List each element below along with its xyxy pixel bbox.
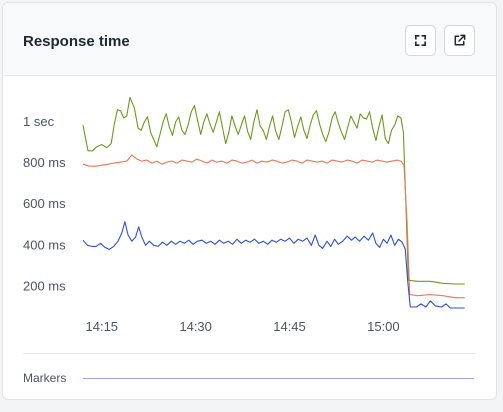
- x-tick-label: 14:15: [86, 319, 119, 334]
- y-tick-label: 200 ms: [23, 278, 66, 293]
- response-time-chart: 200 ms 400 ms 600 ms 800 ms 1 sec 14:15 14:30…: [23, 96, 465, 334]
- x-tick-label: 14:30: [179, 319, 212, 334]
- panel-title: Response time: [23, 33, 130, 50]
- series-lines: [82, 96, 465, 309]
- y-axis: 200 ms 400 ms 600 ms 800 ms 1 sec: [23, 114, 66, 293]
- x-tick-label: 14:45: [273, 319, 306, 334]
- series-line-0: [82, 96, 465, 285]
- series-line-2: [82, 221, 465, 309]
- response-time-panel: Response time 200 ms 400 ms 600 ms 800 ms 1 …: [2, 2, 497, 400]
- markers-divider: [23, 353, 476, 354]
- fullscreen-icon: [414, 34, 427, 47]
- fullscreen-button[interactable]: [405, 25, 436, 56]
- panel-header: Response time: [3, 3, 496, 76]
- external-link-icon: [454, 34, 466, 46]
- x-tick-label: 15:00: [367, 319, 400, 334]
- markers-label: Markers: [23, 371, 67, 385]
- y-tick-label: 400 ms: [23, 237, 66, 252]
- y-tick-label: 600 ms: [23, 196, 66, 211]
- series-line-1: [82, 154, 465, 299]
- y-tick-label: 800 ms: [23, 155, 66, 170]
- open-external-button[interactable]: [444, 25, 475, 56]
- markers-track[interactable]: [83, 378, 474, 379]
- y-tick-label: 1 sec: [23, 114, 55, 129]
- x-axis: 14:15 14:30 14:45 15:00: [86, 319, 400, 334]
